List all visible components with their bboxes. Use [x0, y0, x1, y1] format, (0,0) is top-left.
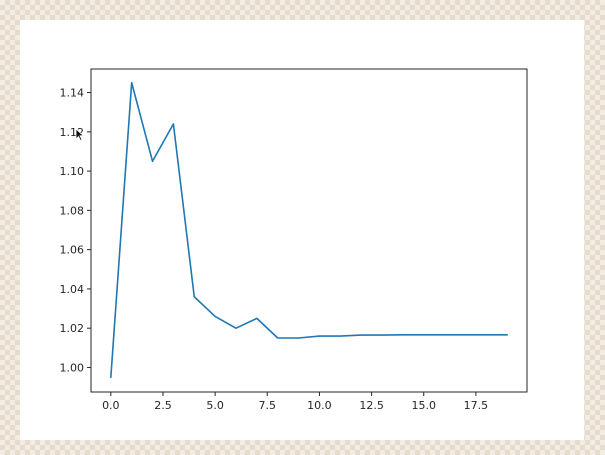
x-tick-label: 17.5: [464, 399, 489, 412]
plot-frame: [90, 68, 528, 393]
y-tick-label: 1.08: [60, 204, 85, 217]
line-chart: 1.001.021.041.061.081.101.121.14 0.0 2.5 5…: [60, 68, 528, 412]
series-line-0: [110, 81, 508, 379]
mouse-cursor-icon: [75, 128, 85, 142]
y-tick-label: 1.14: [60, 87, 85, 100]
plot-area-background: [91, 69, 527, 392]
y-axis: 1.001.021.041.061.081.101.121.14: [60, 87, 91, 374]
x-axis: 0.0 2.5 5.0 7.5 10.0 12.5 15.0 17.5: [102, 392, 488, 412]
x-tick-label: 7.5: [259, 399, 277, 412]
x-tick-label: 5.0: [206, 399, 224, 412]
chart-figure: 1.00 1.02 1.04 1.06 1.08 1.10 1.12 1.14 0.0 2.5 5…: [20, 20, 584, 440]
y-tick-label: 1.06: [60, 244, 85, 257]
x-tick-label: 15.0: [411, 399, 436, 412]
y-tick-label: 1.10: [60, 165, 85, 178]
x-tick-label: 10.0: [307, 399, 332, 412]
x-tick-label: 2.5: [154, 399, 172, 412]
x-tick-label: 12.5: [359, 399, 384, 412]
y-tick-label: 1.00: [60, 361, 85, 374]
series-layer: [110, 81, 508, 379]
x-tick-label: 0.0: [102, 399, 120, 412]
y-tick-label: 1.02: [60, 322, 85, 335]
y-tick-label: 1.04: [60, 283, 85, 296]
